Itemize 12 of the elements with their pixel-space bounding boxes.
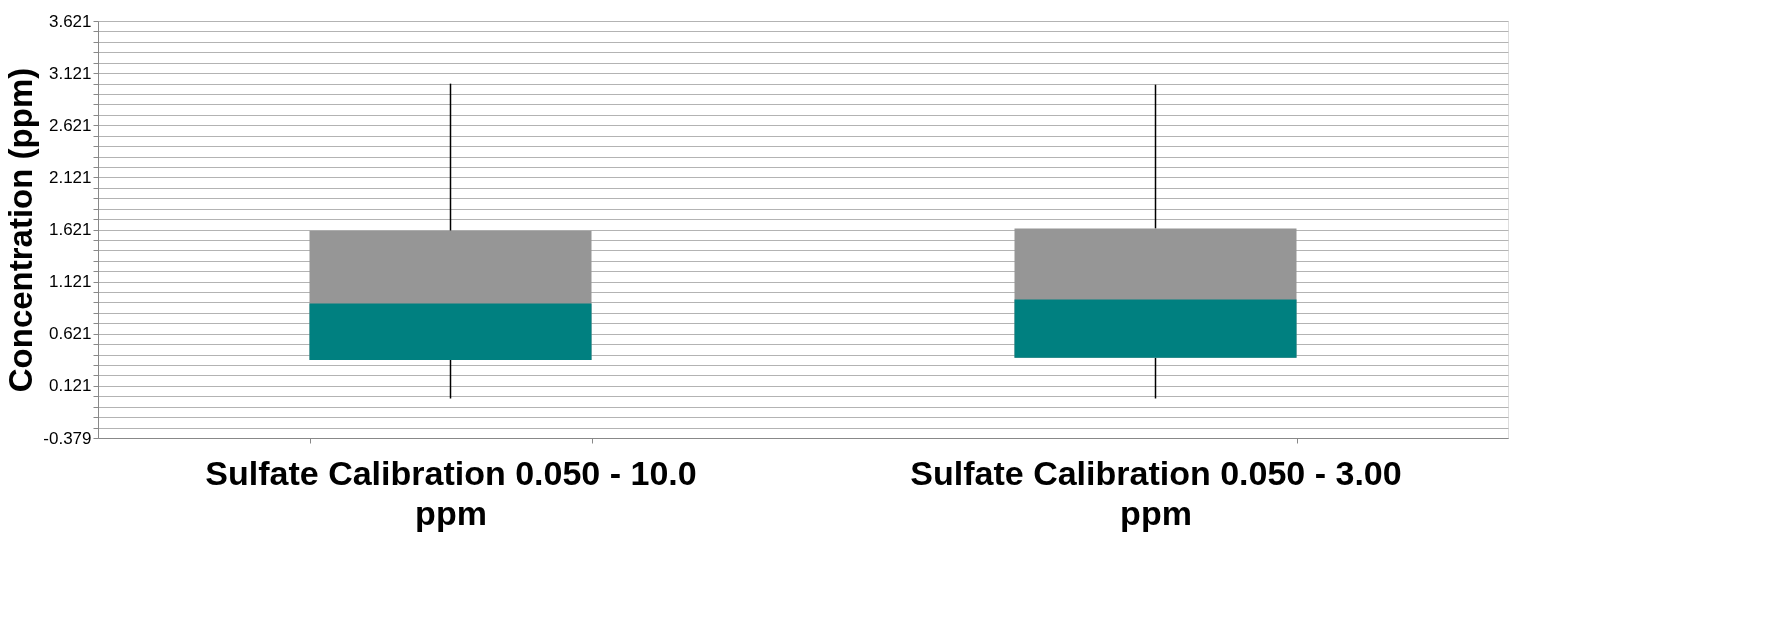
x-tick-label: Sulfate Calibration 0.050 - 3.00 ppm <box>910 453 1402 532</box>
y-tick-label: 2.121 <box>48 167 92 187</box>
y-tick-label: 3.121 <box>48 63 92 83</box>
y-tick-label: 0.121 <box>48 376 92 396</box>
y-tick-label: 0.621 <box>48 324 92 344</box>
y-tick-label: 1.621 <box>48 220 92 239</box>
y-tick-label: 3.621 <box>48 11 92 31</box>
y-tick-label: -0.379 <box>43 428 92 448</box>
y-tick-label: 1.121 <box>48 272 92 292</box>
x-tick-label: Sulfate Calibration 0.050 - 10.0 ppm <box>205 453 697 532</box>
y-tick-label: 2.621 <box>48 115 92 135</box>
y-axis-title: Concentration (ppm) <box>2 67 40 393</box>
